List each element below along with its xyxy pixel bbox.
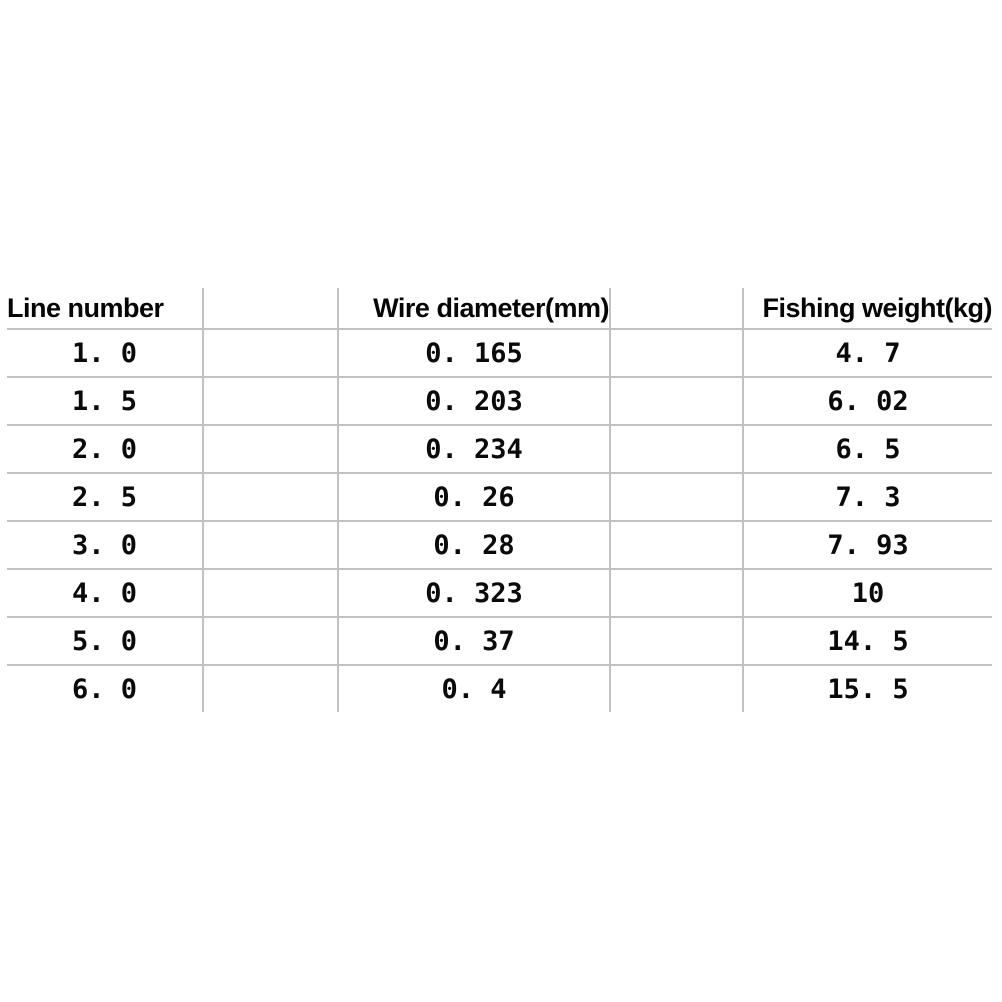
table-row: 6. 0 0. 4 15. 5: [7, 665, 992, 712]
table-row: 4. 0 0. 323 10: [7, 569, 992, 618]
table-row: 1. 5 0. 203 6. 02: [7, 377, 992, 426]
table-row: 2. 0 0. 234 6. 5: [7, 425, 992, 474]
spacer-cell: [610, 473, 744, 522]
cell-line-number: 1. 0: [7, 329, 204, 378]
cell-line-number: 4. 0: [7, 569, 204, 618]
header-spacer-1: [203, 288, 339, 330]
header-line-number: Line number: [7, 288, 204, 330]
cell-fishing-weight: 7. 3: [743, 473, 992, 522]
cell-fishing-weight: 7. 93: [743, 521, 992, 570]
cell-fishing-weight: 10: [743, 569, 992, 618]
spacer-cell: [610, 569, 744, 618]
cell-fishing-weight: 4. 7: [743, 329, 992, 378]
spacer-cell: [610, 617, 744, 666]
cell-wire-diameter: 0. 323: [338, 569, 611, 618]
cell-wire-diameter: 0. 4: [338, 665, 611, 712]
spacer-cell: [203, 377, 339, 426]
cell-fishing-weight: 6. 5: [743, 425, 992, 474]
cell-line-number: 2. 0: [7, 425, 204, 474]
cell-fishing-weight: 15. 5: [827, 673, 909, 705]
cell-line-number: 2. 5: [7, 473, 204, 522]
header-wire-diameter: Wire diameter(mm): [338, 288, 611, 330]
cell-line-number: 3. 0: [7, 521, 204, 570]
table-row: 3. 0 0. 28 7. 93: [7, 521, 992, 570]
cell-wire-diameter: 0. 37: [338, 617, 611, 666]
cell-wire-diameter: 0. 234: [338, 425, 611, 474]
cell-wire-diameter: 0. 28: [338, 521, 611, 570]
cell-fishing-weight: 14. 5: [743, 617, 992, 666]
header-row: Line number Wire diameter(mm) Fishing we…: [7, 288, 992, 330]
spacer-cell: [203, 425, 339, 474]
spacer-cell: [203, 521, 339, 570]
spacer-cell: [610, 425, 744, 474]
cell-line-number: 5. 0: [7, 617, 204, 666]
cell-line-number: 6. 0: [7, 665, 204, 712]
cell-wire-diameter: 0. 203: [338, 377, 611, 426]
table-row: 2. 5 0. 26 7. 3: [7, 473, 992, 522]
cell-fishing-weight: 6. 02: [743, 377, 992, 426]
spacer-cell: [610, 665, 744, 712]
spacer-cell: [203, 569, 339, 618]
table-row: 1. 0 0. 165 4. 7: [7, 329, 992, 378]
table-row: 5. 0 0. 37 14. 5: [7, 617, 992, 666]
spec-table: Line number Wire diameter(mm) Fishing we…: [7, 288, 992, 712]
spacer-cell: [203, 617, 339, 666]
cell-line-number: 1. 5: [7, 377, 204, 426]
spacer-cell: [203, 473, 339, 522]
fishing-line-spec-table: Line number Wire diameter(mm) Fishing we…: [7, 288, 992, 712]
spacer-cell: [203, 665, 339, 712]
spacer-cell: [610, 329, 744, 378]
spacer-cell: [203, 329, 339, 378]
header-fishing-weight: Fishing weight(kg): [743, 288, 992, 330]
spacer-cell: [610, 377, 744, 426]
spacer-cell: [610, 521, 744, 570]
cell-wire-diameter: 0. 26: [338, 473, 611, 522]
header-spacer-2: [610, 288, 744, 330]
cell-wire-diameter: 0. 165: [338, 329, 611, 378]
